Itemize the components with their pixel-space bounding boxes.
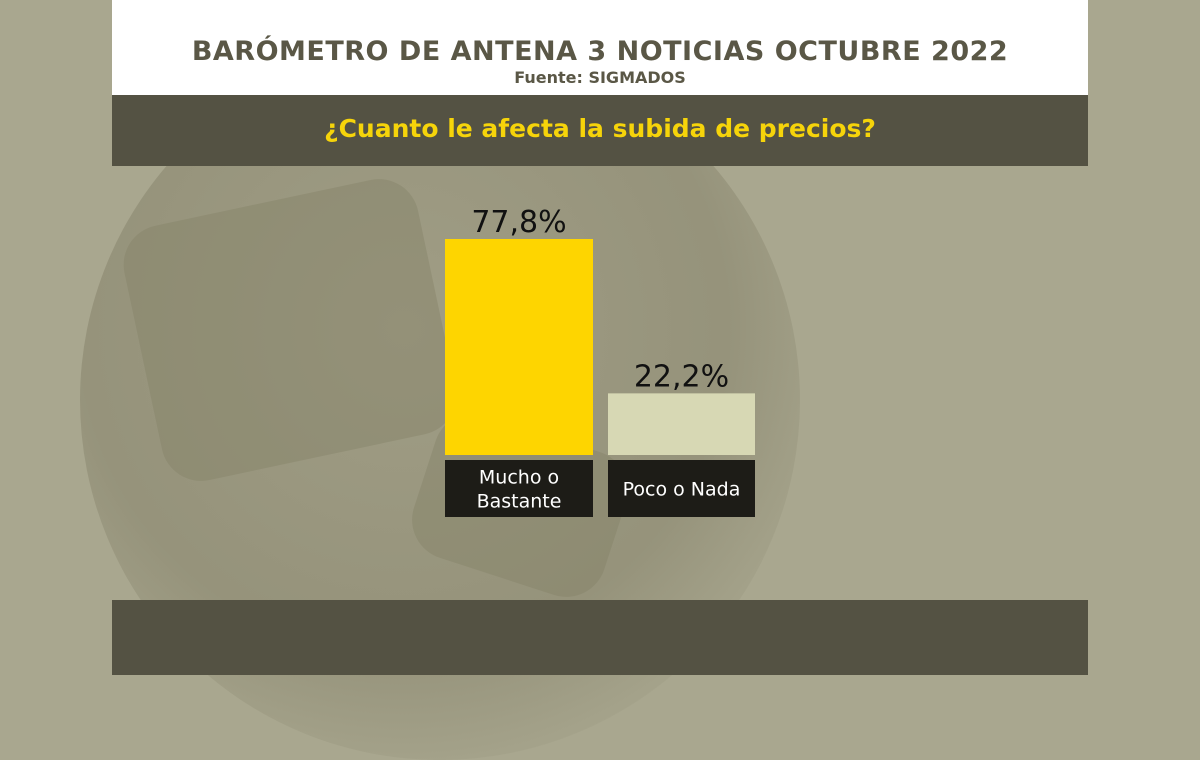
- source-label: Fuente: SIGMADOS: [514, 68, 686, 87]
- page-title: BARÓMETRO DE ANTENA 3 NOTICIAS OCTUBRE 2…: [191, 36, 1009, 67]
- bottom-band: [112, 600, 1088, 675]
- category-label-box-0: [445, 460, 593, 517]
- bar-value-label-0: 77,8%: [471, 205, 566, 240]
- bar-0: [445, 239, 593, 455]
- bar-1: [608, 393, 755, 455]
- header: BARÓMETRO DE ANTENA 3 NOTICIAS OCTUBRE 2…: [112, 0, 1088, 95]
- category-label-0-line-0: Mucho o: [479, 467, 559, 489]
- category-label-box-1: [608, 460, 755, 517]
- question-band: ¿Cuanto le afecta la subida de precios?: [112, 95, 1088, 166]
- chart-question: ¿Cuanto le afecta la subida de precios?: [324, 114, 876, 143]
- category-label-1-line-0: Poco o Nada: [623, 479, 741, 501]
- bar-value-label-1: 22,2%: [634, 359, 729, 394]
- category-label-0-line-1: Bastante: [477, 491, 562, 513]
